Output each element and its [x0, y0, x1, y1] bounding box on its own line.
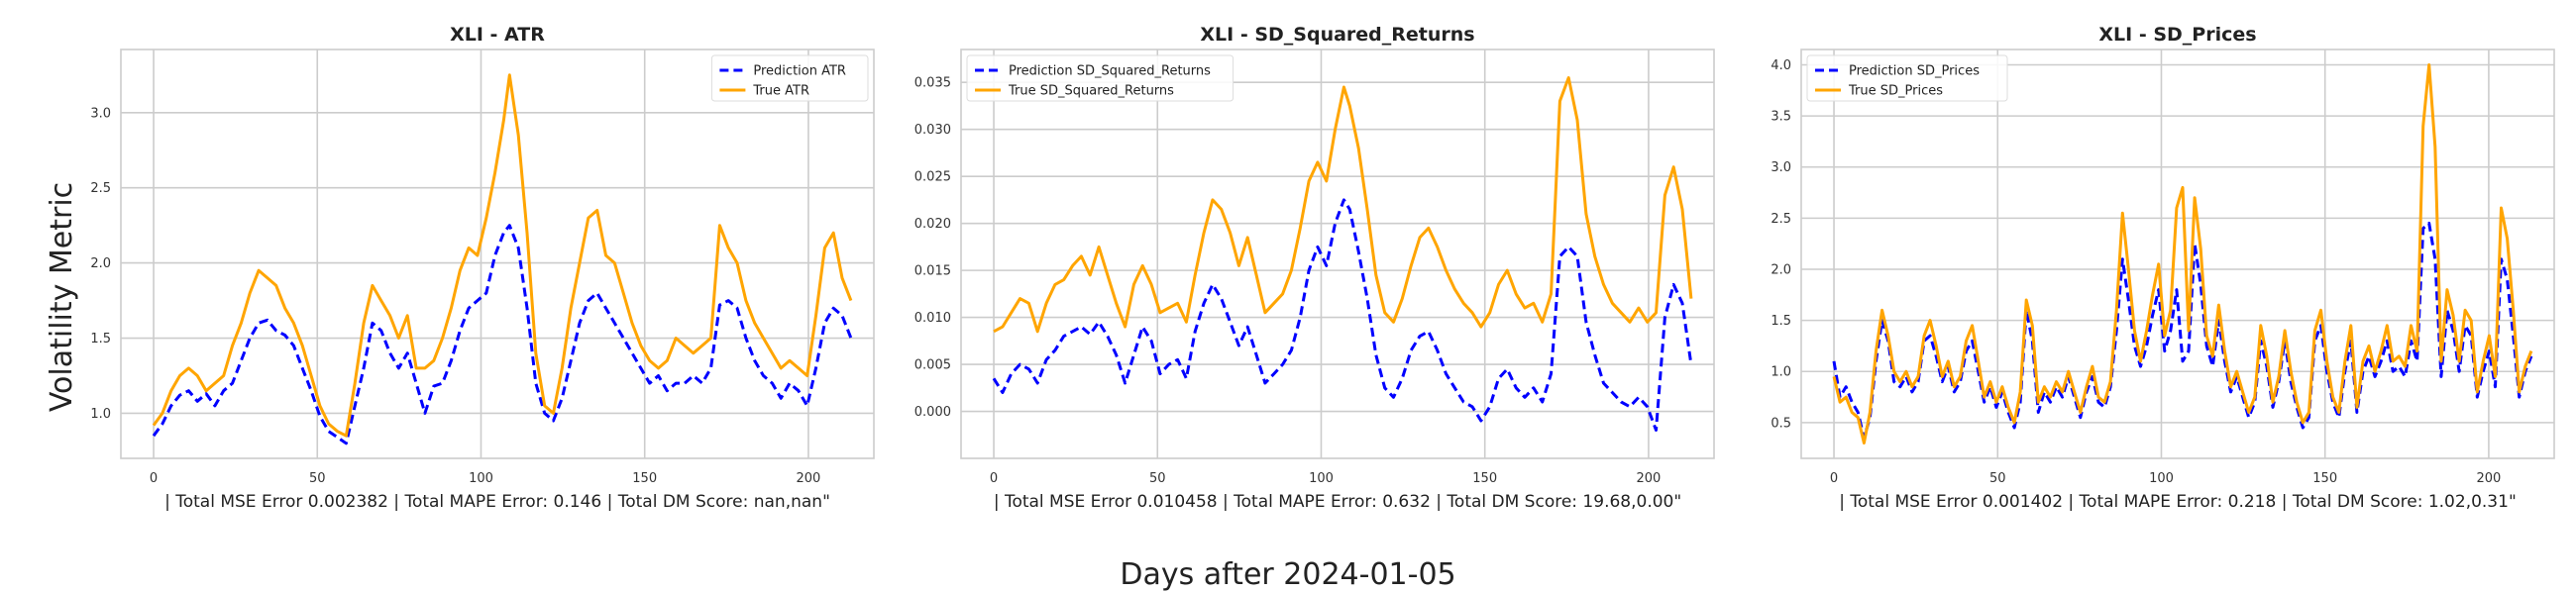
y-tick-label: 1.0	[90, 407, 111, 422]
series-line-true	[993, 76, 1693, 334]
x-tick-label: 50	[1989, 471, 2006, 486]
legend-box	[710, 54, 869, 102]
x-tick-label: 50	[1149, 471, 1166, 486]
chart-title: XLI - SD_Squared_Returns	[1200, 24, 1474, 46]
y-tick-label: 1.5	[1771, 314, 1791, 329]
series-line-prediction	[992, 198, 1693, 432]
x-tick-label: 0	[990, 471, 998, 486]
chart-title: XLI - ATR	[450, 24, 545, 46]
y-tick-label: 2.5	[90, 181, 111, 196]
x-tick-label: 200	[2476, 471, 2501, 486]
chart-xlabel: | Total MSE Error 0.010458 | Total MAPE …	[994, 492, 1681, 512]
chart-xlabel: | Total MSE Error 0.001402 | Total MAPE …	[1839, 492, 2517, 512]
legend: Prediction ATR True ATR	[710, 54, 869, 102]
y-tick-label: 2.0	[90, 256, 111, 271]
legend-label: Prediction SD_Prices	[1849, 64, 1980, 79]
legend: Prediction SD_Squared_Returns True SD_Squ…	[966, 54, 1234, 102]
y-tick-label: 0.010	[914, 311, 951, 326]
figure-xlabel: Days after 2024-01-05	[1120, 557, 1455, 592]
y-tick-label: 4.0	[1771, 58, 1791, 73]
x-tick-label: 100	[2149, 471, 2174, 486]
series-line-true	[152, 73, 853, 438]
chart-xlabel: | Total MSE Error 0.002382 | Total MAPE …	[164, 492, 830, 512]
series-line-prediction	[1832, 222, 2533, 440]
y-tick-label: 1.0	[1771, 365, 1791, 380]
plot-frame	[960, 49, 1715, 459]
legend: Prediction SD_Prices True SD_Prices	[1806, 54, 2008, 102]
y-tick-label: 0.000	[914, 405, 951, 420]
legend-box	[1806, 54, 2008, 102]
series-line-true	[1832, 63, 2533, 445]
y-tick-label: 0.005	[914, 358, 951, 373]
plot-frame	[1800, 49, 2555, 459]
y-tick-label: 0.5	[1771, 416, 1791, 431]
plot-area	[121, 50, 874, 458]
figure-ylabel: Volatility Metric	[45, 182, 79, 412]
y-tick-label: 3.0	[1771, 160, 1791, 175]
x-tick-label: 200	[1636, 471, 1661, 486]
y-tick-label: 0.035	[914, 76, 951, 91]
x-tick-label: 100	[469, 471, 493, 486]
y-tick-label: 0.025	[914, 170, 951, 185]
y-tick-label: 3.5	[1771, 110, 1791, 125]
chart-panel: 0 50 100 150 200 0.000 0.005 0.010 0.015 0.020 0.0…	[914, 24, 1715, 512]
chart-panel: 0 50 100 150 200 1.0 1.5 2.0 2.5 3.0 XLI - ATR | To…	[90, 24, 875, 512]
y-tick-label: 0.015	[914, 264, 951, 279]
x-tick-label: 200	[796, 471, 820, 486]
x-tick-label: 100	[1309, 471, 1334, 486]
plot-area	[1801, 50, 2554, 458]
legend-label: Prediction SD_Squared_Returns	[1009, 64, 1211, 79]
y-tick-label: 1.5	[90, 332, 111, 346]
legend-label: True SD_Prices	[1848, 84, 1943, 99]
chart-title: XLI - SD_Prices	[2098, 24, 2256, 46]
legend-box	[966, 54, 1234, 102]
x-tick-label: 150	[2312, 471, 2337, 486]
y-tick-label: 3.0	[90, 106, 111, 121]
y-tick-label: 0.020	[914, 217, 951, 232]
legend-label: True ATR	[752, 84, 809, 99]
chart-panel: 0 50 100 150 200 0.5 1.0 1.5 2.0 2.5 3.0 3.5 4.0 XLI …	[1771, 24, 2555, 512]
x-tick-label: 150	[632, 471, 657, 486]
x-tick-label: 150	[1472, 471, 1497, 486]
x-tick-label: 0	[1830, 471, 1838, 486]
x-tick-label: 0	[150, 471, 158, 486]
legend-label: True SD_Squared_Returns	[1008, 84, 1174, 99]
y-tick-label: 0.030	[914, 123, 951, 138]
legend-label: Prediction ATR	[753, 64, 846, 79]
y-tick-label: 2.5	[1771, 212, 1791, 227]
plot-frame	[120, 49, 875, 459]
x-tick-label: 50	[309, 471, 326, 486]
y-tick-label: 2.0	[1771, 262, 1791, 277]
